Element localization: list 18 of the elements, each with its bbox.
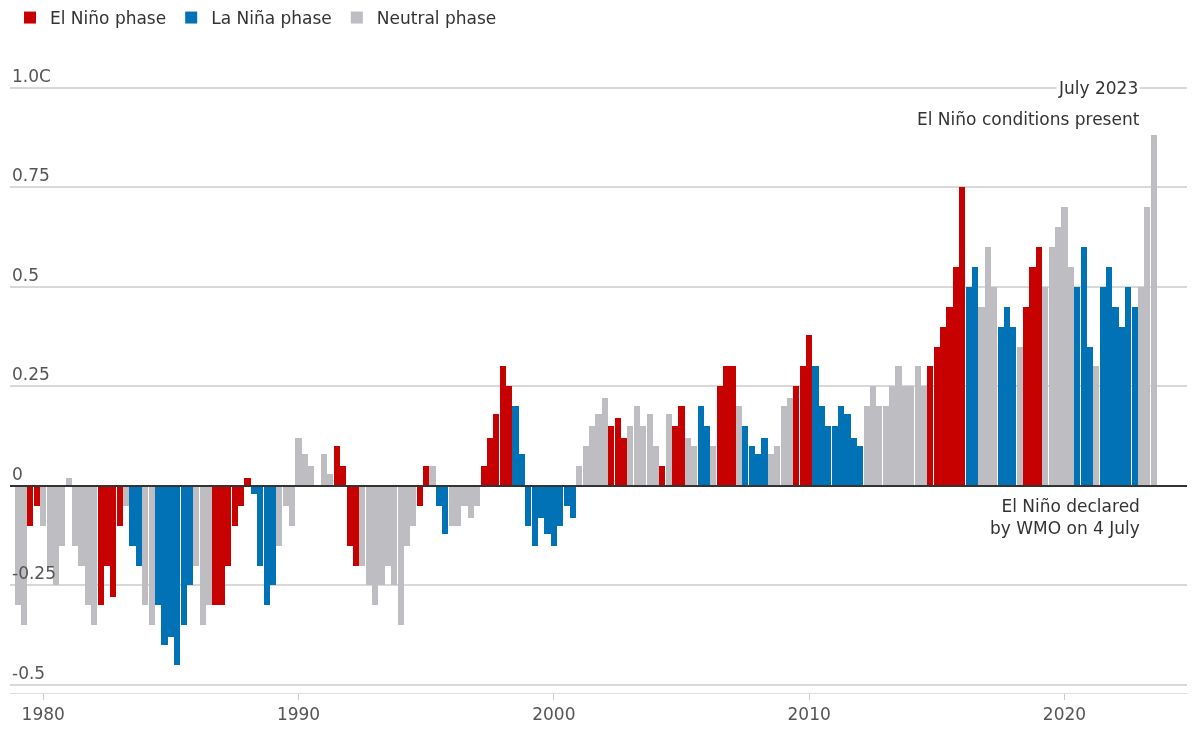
x-tick-label: 2000 <box>532 704 576 725</box>
annotation: El Niño declared by WMO on 4 July <box>990 496 1140 539</box>
y-tick-label: 0.25 <box>12 364 50 384</box>
annotation: El Niño conditions present <box>917 109 1140 129</box>
x-tick-label: 1990 <box>276 704 321 725</box>
legend-label: Neutral phase <box>376 8 497 29</box>
annotation: July 2023 <box>1058 78 1139 98</box>
legend-label: El Niño phase <box>50 8 167 29</box>
y-tick-label: 0 <box>12 464 23 484</box>
legend-label: La Niña phase <box>211 8 332 29</box>
y-tick-label: 1.0C <box>12 66 51 86</box>
x-tick-label: 1980 <box>21 704 65 725</box>
x-tick-label: 2010 <box>787 704 831 725</box>
y-tick-label: -0.5 <box>12 663 46 683</box>
y-tick-label: 0.75 <box>12 165 50 185</box>
x-tick-label: 2020 <box>1042 704 1087 725</box>
y-tick-label: -0.25 <box>12 563 56 583</box>
y-tick-label: 0.5 <box>12 265 40 285</box>
